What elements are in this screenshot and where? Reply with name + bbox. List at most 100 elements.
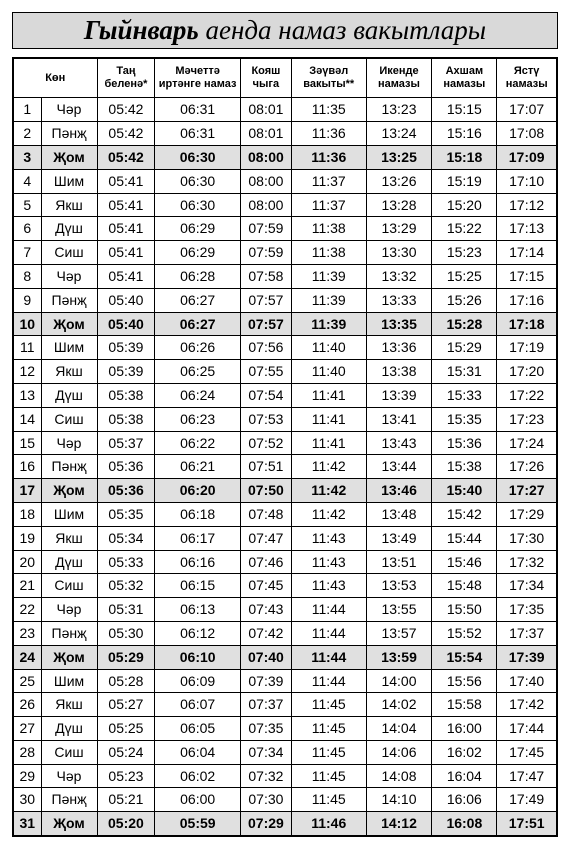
- day-of-week: Шим: [41, 669, 97, 693]
- time-cell: 13:48: [366, 502, 432, 526]
- time-cell: 15:40: [432, 479, 497, 503]
- page-title: Гыйнварь аенда намаз вакытлары: [12, 12, 558, 49]
- day-number: 26: [13, 693, 41, 717]
- time-cell: 17:30: [497, 526, 557, 550]
- time-cell: 17:10: [497, 169, 557, 193]
- time-cell: 07:43: [240, 598, 291, 622]
- day-number: 16: [13, 455, 41, 479]
- table-row: 23Пәнҗ05:3006:1207:4211:4413:5715:5217:3…: [13, 621, 557, 645]
- time-cell: 07:42: [240, 621, 291, 645]
- time-cell: 05:42: [97, 122, 155, 146]
- time-cell: 06:31: [155, 98, 241, 122]
- day-of-week: Сиш: [41, 740, 97, 764]
- time-cell: 13:30: [366, 241, 432, 265]
- time-cell: 06:25: [155, 360, 241, 384]
- day-of-week: Җом: [41, 645, 97, 669]
- table-row: 25Шим05:2806:0907:3911:4414:0015:5617:40: [13, 669, 557, 693]
- time-cell: 17:24: [497, 431, 557, 455]
- day-of-week: Дүш: [41, 550, 97, 574]
- time-cell: 15:19: [432, 169, 497, 193]
- time-cell: 06:29: [155, 241, 241, 265]
- time-cell: 06:23: [155, 407, 241, 431]
- day-of-week: Якш: [41, 693, 97, 717]
- time-cell: 06:15: [155, 574, 241, 598]
- day-of-week: Пәнҗ: [41, 288, 97, 312]
- time-cell: 05:31: [97, 598, 155, 622]
- title-month: Гыйнварь: [84, 15, 199, 45]
- day-of-week: Чәр: [41, 431, 97, 455]
- table-row: 24Җом05:2906:1007:4011:4413:5915:5417:39: [13, 645, 557, 669]
- time-cell: 05:38: [97, 407, 155, 431]
- time-cell: 17:18: [497, 312, 557, 336]
- day-number: 6: [13, 217, 41, 241]
- time-cell: 05:59: [155, 812, 241, 836]
- time-cell: 15:35: [432, 407, 497, 431]
- time-cell: 05:33: [97, 550, 155, 574]
- time-cell: 05:35: [97, 502, 155, 526]
- time-cell: 06:12: [155, 621, 241, 645]
- time-cell: 05:32: [97, 574, 155, 598]
- time-cell: 11:41: [291, 407, 366, 431]
- time-cell: 05:27: [97, 693, 155, 717]
- time-cell: 11:43: [291, 526, 366, 550]
- time-cell: 13:23: [366, 98, 432, 122]
- time-cell: 05:28: [97, 669, 155, 693]
- time-cell: 17:16: [497, 288, 557, 312]
- table-row: 9Пәнҗ05:4006:2707:5711:3913:3315:2617:16: [13, 288, 557, 312]
- time-cell: 05:36: [97, 455, 155, 479]
- time-cell: 08:01: [240, 98, 291, 122]
- day-of-week: Шим: [41, 502, 97, 526]
- day-number: 13: [13, 383, 41, 407]
- time-cell: 06:24: [155, 383, 241, 407]
- time-cell: 06:21: [155, 455, 241, 479]
- day-number: 24: [13, 645, 41, 669]
- time-cell: 08:01: [240, 122, 291, 146]
- time-cell: 05:42: [97, 145, 155, 169]
- time-cell: 07:30: [240, 788, 291, 812]
- day-number: 22: [13, 598, 41, 622]
- time-cell: 06:10: [155, 645, 241, 669]
- title-rest: аенда намаз вакытлары: [199, 15, 486, 45]
- time-cell: 06:05: [155, 717, 241, 741]
- time-cell: 13:39: [366, 383, 432, 407]
- time-cell: 17:35: [497, 598, 557, 622]
- col-sunrise: Кояш чыга: [240, 58, 291, 98]
- day-number: 2: [13, 122, 41, 146]
- time-cell: 11:35: [291, 98, 366, 122]
- time-cell: 16:04: [432, 764, 497, 788]
- time-cell: 17:23: [497, 407, 557, 431]
- time-cell: 13:46: [366, 479, 432, 503]
- time-cell: 13:49: [366, 526, 432, 550]
- time-cell: 13:41: [366, 407, 432, 431]
- time-cell: 17:09: [497, 145, 557, 169]
- time-cell: 15:36: [432, 431, 497, 455]
- col-asr: Икенде намазы: [366, 58, 432, 98]
- day-of-week: Пәнҗ: [41, 621, 97, 645]
- time-cell: 05:34: [97, 526, 155, 550]
- time-cell: 11:41: [291, 431, 366, 455]
- header-row: Көн Таң беленә* Мәчеттә иртәнге намаз Ко…: [13, 58, 557, 98]
- day-of-week: Якш: [41, 193, 97, 217]
- time-cell: 14:06: [366, 740, 432, 764]
- time-cell: 17:42: [497, 693, 557, 717]
- day-number: 31: [13, 812, 41, 836]
- day-of-week: Якш: [41, 360, 97, 384]
- day-of-week: Җом: [41, 312, 97, 336]
- day-of-week: Пәнҗ: [41, 122, 97, 146]
- time-cell: 17:08: [497, 122, 557, 146]
- time-cell: 11:40: [291, 360, 366, 384]
- time-cell: 07:34: [240, 740, 291, 764]
- day-number: 15: [13, 431, 41, 455]
- day-number: 25: [13, 669, 41, 693]
- day-of-week: Шим: [41, 169, 97, 193]
- time-cell: 05:41: [97, 264, 155, 288]
- table-row: 30Пәнҗ05:2106:0007:3011:4514:1016:0617:4…: [13, 788, 557, 812]
- time-cell: 14:12: [366, 812, 432, 836]
- time-cell: 16:00: [432, 717, 497, 741]
- time-cell: 05:39: [97, 336, 155, 360]
- table-row: 20Дүш05:3306:1607:4611:4313:5115:4617:32: [13, 550, 557, 574]
- time-cell: 07:37: [240, 693, 291, 717]
- time-cell: 07:48: [240, 502, 291, 526]
- table-row: 8Чәр05:4106:2807:5811:3913:3215:2517:15: [13, 264, 557, 288]
- day-of-week: Дүш: [41, 717, 97, 741]
